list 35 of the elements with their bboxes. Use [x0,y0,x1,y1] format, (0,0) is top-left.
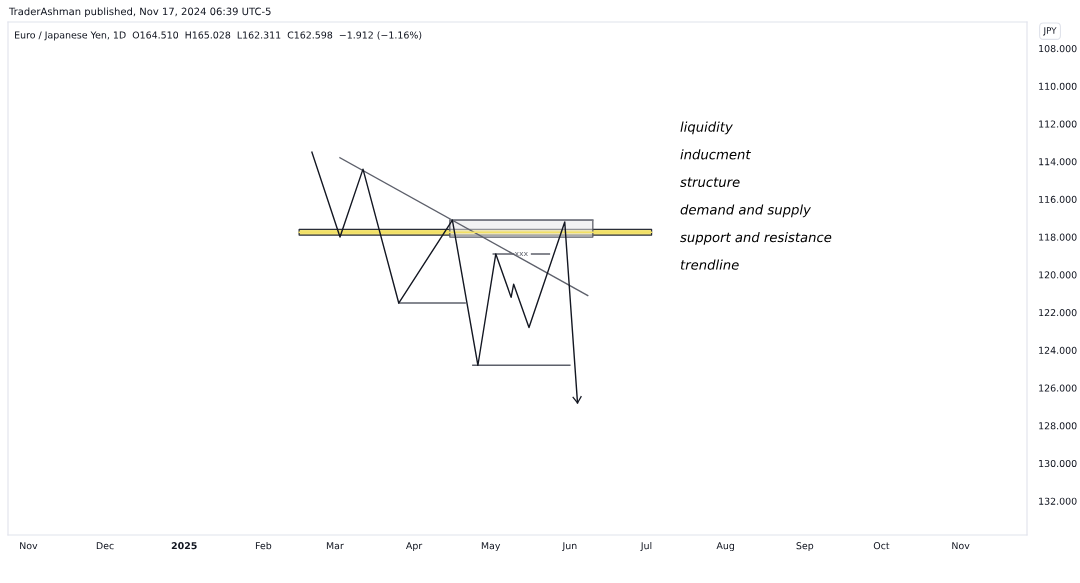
y-tick-label: 132.000 [1039,497,1077,505]
text: Euro / Japanese Yen, 1D O164.510 H165.028 L162.311 C162.598 −1.912 (−1.16%) [15,31,422,41]
x-tick-label: Sep [796,542,814,552]
annotation: support and resistance [680,232,832,245]
annotation: trendline [680,259,739,270]
x-tick-label: Mar [326,542,344,550]
annotation: demand and supply [680,204,812,218]
x-tick-label: Feb [255,541,272,550]
x-tick-label: Jun [561,542,577,552]
x-tick-label: Apr [405,542,423,552]
annotation: liquidity [680,121,733,135]
x-tick-label: Oct [873,542,890,550]
y-axis-title: JPY [1043,27,1057,36]
y-tick-label: 128.000 [1039,422,1077,430]
annotation: inducment [680,149,751,160]
annotation: structure [680,177,740,188]
y-tick-label: 126.000 [1039,384,1077,392]
y-tick-label: 108.000 [1039,44,1077,53]
y-tick-label: 118.000 [1039,233,1077,241]
y-tick-label: 124.000 [1039,346,1077,354]
x-tick-label: Nov [952,542,970,550]
y-tick-label: 130.000 [1039,459,1077,468]
y-tick-label: 112.000 [1039,120,1077,128]
x-tick-label: 2025 [171,542,197,550]
x-tick-label: Aug [716,542,734,552]
y-tick-label: 116.000 [1039,195,1077,204]
y-tick-label: 122.000 [1039,309,1077,317]
x-tick-label: Dec [96,542,114,550]
chart-subtitle: TraderAshman published, Nov 17, 2024 06:39 UTC-5 [8,7,271,18]
y-tick-label: 120.000 [1039,271,1077,279]
y-tick-label: 110.000 [1039,82,1077,90]
x-tick-label: Jul [640,541,652,552]
x-tick-label: May [481,542,501,552]
x-tick-label: Nov [20,542,38,550]
y-tick-label: 114.000 [1039,158,1077,166]
